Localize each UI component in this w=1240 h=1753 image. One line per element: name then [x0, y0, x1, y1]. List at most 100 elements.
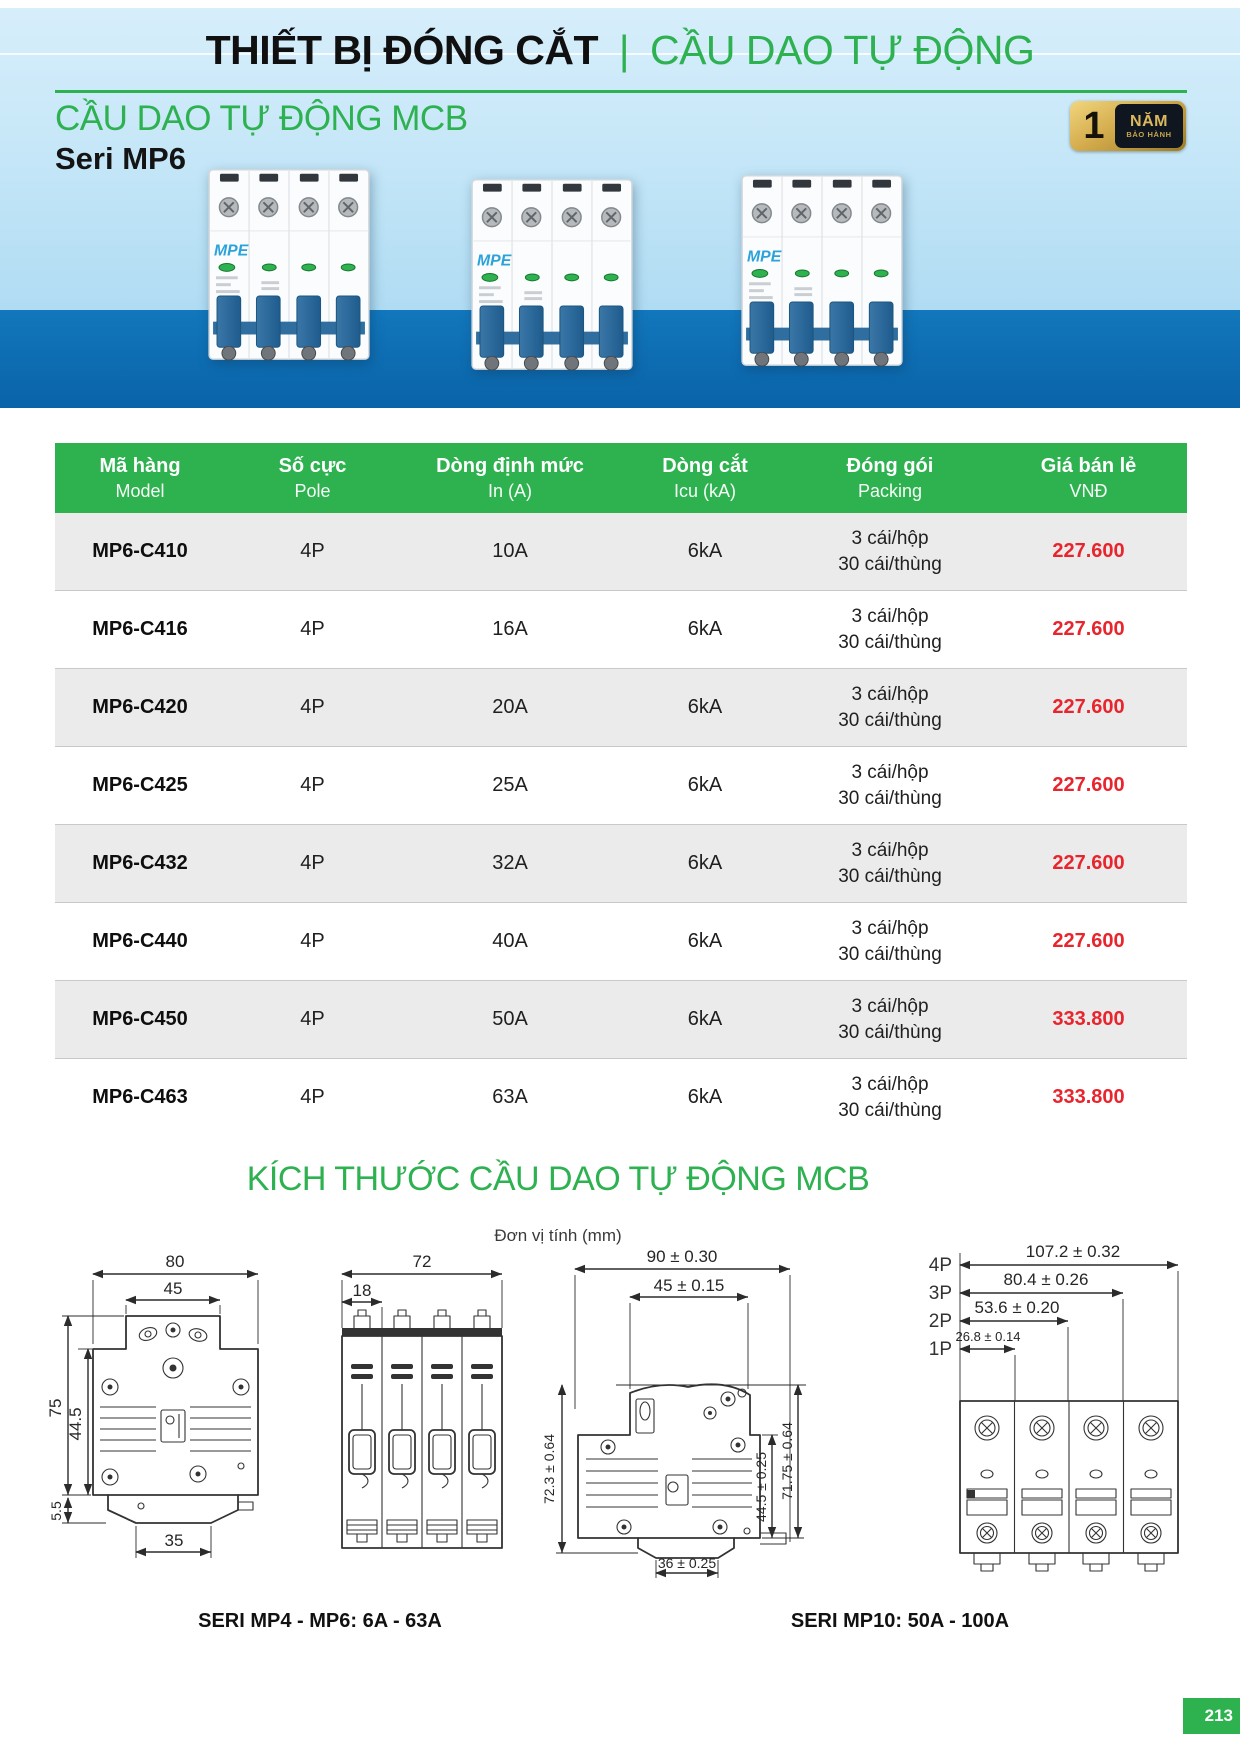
packing-line1: 3 cái/hộp — [851, 527, 929, 549]
table-row: MP6-C450 4P 50A 6kA 3 cái/hộp 30 cái/thù… — [55, 980, 1187, 1058]
packing-line2: 30 cái/thùng — [838, 943, 942, 965]
cell-model: MP6-C410 — [92, 540, 188, 562]
table-row: MP6-C425 4P 25A 6kA 3 cái/hộp 30 cái/thù… — [55, 746, 1187, 824]
cell-model: MP6-C450 — [92, 1008, 188, 1030]
packing-line2: 30 cái/thùng — [838, 1099, 942, 1121]
table-row: MP6-C420 4P 20A 6kA 3 cái/hộp 30 cái/thù… — [55, 668, 1187, 746]
cell-model: MP6-C432 — [92, 852, 188, 874]
cell-pole: 4P — [300, 618, 325, 640]
drawing-side-view-mp10: 90 ± 0.30 45 ± 0.15 72.3 ± 0.64 44.5 ± 0… — [541, 1247, 806, 1578]
cell-breaking-current: 6kA — [687, 696, 723, 718]
cell-pole: 4P — [300, 540, 325, 562]
packing-line2: 30 cái/thùng — [838, 553, 942, 575]
dim-label: 44.5 ± 0.25 — [753, 1452, 769, 1522]
header-vi: Mã hàng — [99, 454, 181, 477]
pole-label: 3P — [929, 1283, 952, 1304]
cell-packing: 3 cái/hộp 30 cái/thùng — [790, 903, 990, 980]
warranty-text: NĂM BẢO HÀNH — [1115, 104, 1183, 148]
page-number-badge: 213 — [1183, 1698, 1240, 1734]
product-photo — [733, 162, 911, 374]
cell-price: 227.600 — [1052, 696, 1125, 718]
cell-model: MP6-C440 — [92, 930, 188, 952]
cell-model: MP6-C420 — [92, 696, 188, 718]
packing-line2: 30 cái/thùng — [838, 787, 942, 809]
warranty-years: 1 — [1083, 105, 1105, 147]
column-header-price: Giá bán lẻ VNĐ — [990, 443, 1187, 513]
cell-rated-current: 50A — [492, 1008, 528, 1030]
cell-breaking-current: 6kA — [687, 540, 723, 562]
cell-rated-current: 63A — [492, 1086, 528, 1108]
page-title-black: THIẾT BỊ ĐÓNG CẮT — [205, 27, 599, 73]
cell-price: 333.800 — [1052, 1086, 1125, 1108]
cell-pole: 4P — [300, 1086, 325, 1108]
table-row: MP6-C463 4P 63A 6kA 3 cái/hộp 30 cái/thù… — [55, 1058, 1187, 1136]
cell-model: MP6-C416 — [92, 618, 188, 640]
dim-label: 71.75 ± 0.64 — [779, 1422, 795, 1500]
cell-rated-current: 32A — [492, 852, 528, 874]
cell-breaking-current: 6kA — [687, 1086, 723, 1108]
drawing-side-view-mp6: 80 45 75 44.5 5.5 35 — [48, 1252, 259, 1558]
dim-label: 80 — [166, 1252, 185, 1271]
product-photo — [463, 166, 641, 378]
header-en: Icu (kA) — [673, 480, 736, 501]
cell-breaking-current: 6kA — [687, 852, 723, 874]
packing-line1: 3 cái/hộp — [851, 605, 929, 627]
cell-price: 227.600 — [1052, 618, 1125, 640]
header-vi: Số cực — [278, 454, 347, 477]
packing-line2: 30 cái/thùng — [838, 709, 942, 731]
header-vi: Dòng định mức — [436, 454, 584, 477]
cell-model: MP6-C463 — [92, 1086, 188, 1108]
table-row: MP6-C410 4P 10A 6kA 3 cái/hộp 30 cái/thù… — [55, 513, 1187, 590]
cell-rated-current: 40A — [492, 930, 528, 952]
table-row: MP6-C440 4P 40A 6kA 3 cái/hộp 30 cái/thù… — [55, 902, 1187, 980]
dim-label: 45 ± 0.15 — [654, 1276, 725, 1295]
header-en: Model — [115, 480, 165, 501]
dim-label: 75 — [48, 1399, 65, 1418]
cell-breaking-current: 6kA — [687, 774, 723, 796]
cell-rated-current: 25A — [492, 774, 528, 796]
dimensions-unit: Đơn vị tính (mm) — [494, 1226, 622, 1245]
cell-price: 227.600 — [1052, 774, 1125, 796]
column-header-rated-current: Dòng định mức In (A) — [400, 443, 620, 513]
table-header: Mã hàng Model Số cực Pole Dòng định mức … — [55, 443, 1187, 513]
header-en: Pole — [294, 480, 331, 501]
price-table: Mã hàng Model Số cực Pole Dòng định mức … — [55, 443, 1187, 1136]
page-title-green: CẦU DAO TỰ ĐỘNG — [649, 27, 1035, 73]
pole-label: 4P — [929, 1255, 952, 1276]
cell-pole: 4P — [300, 852, 325, 874]
packing-line1: 3 cái/hộp — [851, 1073, 929, 1095]
packing-line2: 30 cái/thùng — [838, 1021, 942, 1043]
dim-label: 72 — [413, 1252, 432, 1271]
cell-rated-current: 20A — [492, 696, 528, 718]
divider — [55, 90, 1187, 93]
dimensions-title: KÍCH THƯỚC CẦU DAO TỰ ĐỘNG MCB — [246, 1160, 870, 1198]
product-photo — [200, 156, 378, 368]
header-en: Packing — [857, 480, 923, 501]
packing-line1: 3 cái/hộp — [851, 839, 929, 861]
cell-price: 333.800 — [1052, 1008, 1125, 1030]
dim-label: 18 — [353, 1281, 372, 1300]
cell-rated-current: 10A — [492, 540, 528, 562]
table-row: MP6-C416 4P 16A 6kA 3 cái/hộp 30 cái/thù… — [55, 590, 1187, 668]
header-vi: Đóng gói — [846, 454, 934, 477]
cell-price: 227.600 — [1052, 852, 1125, 874]
pole-label: 1P — [929, 1339, 952, 1360]
warranty-badge: 1 NĂM BẢO HÀNH — [1070, 101, 1186, 151]
warranty-line2: BẢO HÀNH — [1126, 130, 1172, 139]
dim-label: 35 — [165, 1531, 184, 1550]
packing-line1: 3 cái/hộp — [851, 761, 929, 783]
column-header-breaking-current: Dòng cắt Icu (kA) — [620, 443, 790, 513]
page-title: THIẾT BỊ ĐÓNG CẮT | CẦU DAO TỰ ĐỘNG — [0, 26, 1240, 74]
dim-label: 5.5 — [48, 1501, 64, 1521]
cell-packing: 3 cái/hộp 30 cái/thùng — [790, 669, 990, 746]
divider — [0, 53, 1240, 55]
dim-label: 107.2 ± 0.32 — [1026, 1242, 1120, 1261]
dim-label: 26.8 ± 0.14 — [956, 1329, 1021, 1344]
caption-seri-mp10: SERI MP10: 50A - 100A — [790, 1610, 1010, 1632]
column-header-pole: Số cực Pole — [225, 443, 400, 513]
column-header-packing: Đóng gói Packing — [790, 443, 990, 513]
dim-label: 80.4 ± 0.26 — [1004, 1270, 1089, 1289]
series-name: Seri MP6 — [55, 141, 186, 176]
header-en: In (A) — [487, 480, 532, 501]
